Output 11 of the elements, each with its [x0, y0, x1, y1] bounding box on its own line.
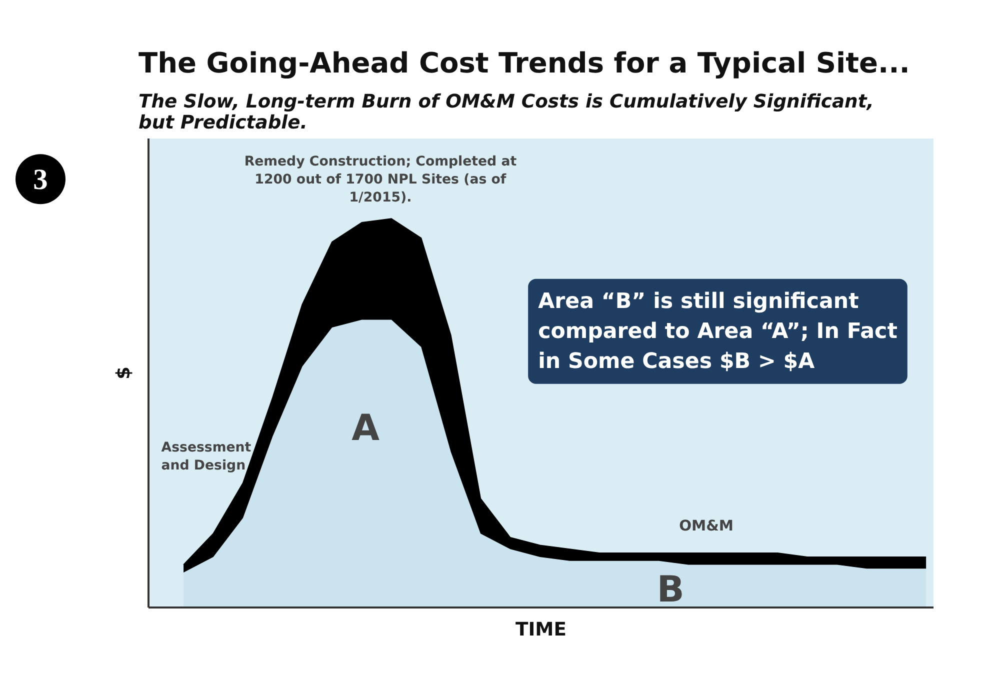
chart-subtitle: The Slow, Long-term Burn of OM&M Costs is Cumulatively Significant, but Predictable. [138, 92, 874, 134]
annotation: Assessment and Design [161, 440, 252, 474]
x-axis-title: TIME [516, 620, 566, 640]
y-axis-title: $ [114, 366, 134, 380]
annotation: Area “B” is still significant compared to Area “A”; In Fact in Some Cases $B > $A [538, 288, 898, 374]
annotation: A [352, 408, 380, 450]
chart-title: The Going-Ahead Cost Trends for a Typical Site... [138, 46, 910, 80]
text: 3 [33, 164, 48, 196]
annotation: OM&M [679, 517, 734, 534]
annotation: B [656, 570, 684, 610]
text: Remedy Construction; Completed at 1200 out of 1700 NPL Sites (as of 1/2015). [244, 154, 518, 206]
